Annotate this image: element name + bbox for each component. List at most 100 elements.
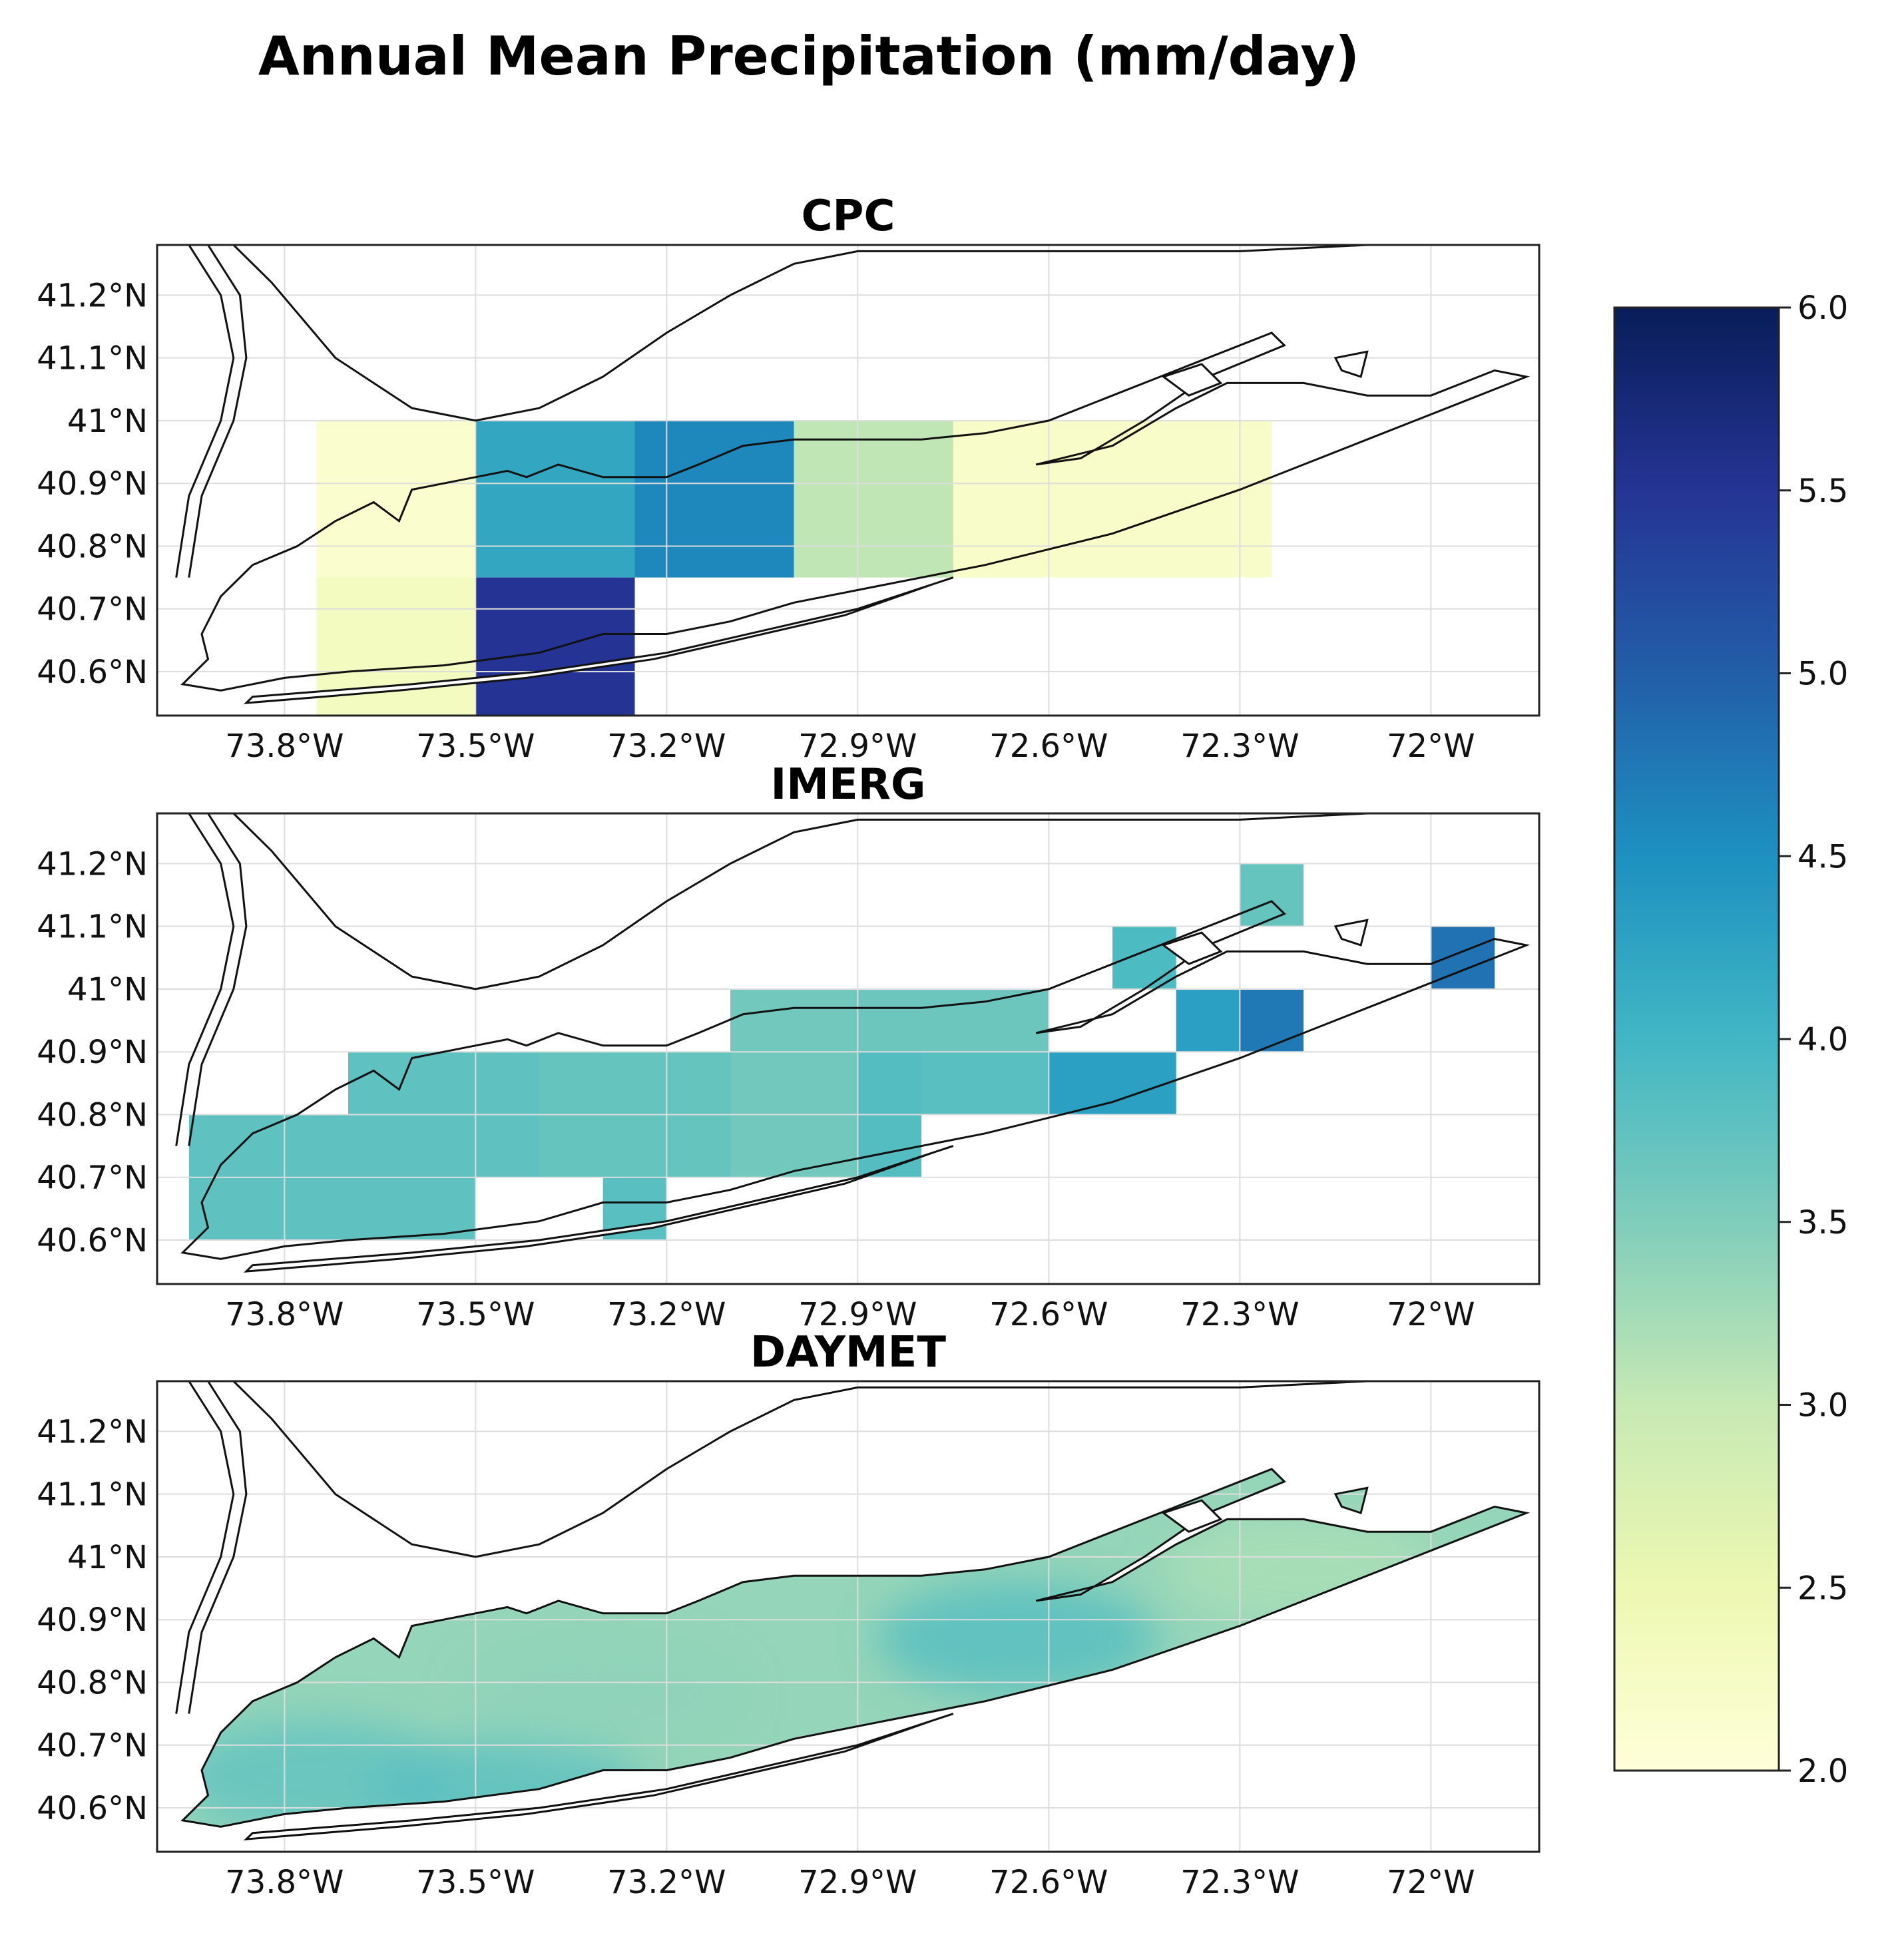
coastline-shelter-island <box>1161 363 1223 397</box>
grid-cell <box>730 988 858 1178</box>
panel-title: CPC <box>802 192 895 241</box>
coastline-shelter-island <box>1161 1499 1223 1533</box>
x-tick-label: 73.5°W <box>416 1864 535 1901</box>
y-tick-label: 41.1°N <box>37 340 148 377</box>
coastline-hudson-east <box>188 1381 248 1714</box>
coastline-barrier-island <box>243 576 954 704</box>
y-tick-label: 41.1°N <box>37 1476 148 1514</box>
y-tick-label: 40.9°N <box>37 465 148 503</box>
y-tick-label: 41°N <box>67 1539 148 1576</box>
grid-cell <box>634 420 794 578</box>
colorbar-gradient <box>1613 306 1780 1772</box>
x-tick-label: 73.2°W <box>607 1864 726 1901</box>
x-tick-label: 72°W <box>1387 1296 1475 1333</box>
grid-cell <box>1112 926 1176 989</box>
y-tick-label: 40.8°N <box>37 1664 148 1701</box>
y-tick-label: 41°N <box>67 403 148 440</box>
panel-imerg: IMERG 73.8°W 73.5°W 73.2°W 72.9°W 72.6°W 72.3°… <box>37 760 1541 1333</box>
coastline-barrier-island <box>243 1713 954 1840</box>
x-tick-label: 72.3°W <box>1180 1864 1299 1901</box>
panels: CPC 73.8°W 73.5°W 73.2°W 72.9°W 72.6°W 72.3°W 7… <box>37 192 1541 1901</box>
colorbar-tick-label: 3.5 <box>1797 1204 1848 1241</box>
x-tick-label: 72.6°W <box>989 1296 1108 1333</box>
y-tick-label: 40.9°N <box>37 1034 148 1071</box>
x-tick-label: 72°W <box>1387 728 1475 765</box>
grid-cell <box>1240 988 1304 1052</box>
y-tick-label: 41.2°N <box>37 845 148 883</box>
coastline-hudson-east <box>188 813 248 1146</box>
y-tick-label: 40.7°N <box>37 1160 148 1197</box>
x-tick-label: 72°W <box>1387 1864 1475 1901</box>
x-tick-label: 72.6°W <box>989 1864 1108 1901</box>
coastline-barrier-island <box>243 1145 954 1273</box>
coastline-long-island <box>180 1468 1531 1828</box>
grid-cell <box>794 420 953 578</box>
colorbar-tick-label: 3.0 <box>1797 1387 1848 1424</box>
x-tick-label: 73.2°W <box>607 1296 726 1333</box>
coastline-connecticut <box>232 1381 1463 1558</box>
grid-cell <box>1240 863 1304 927</box>
grid-cell <box>316 420 476 578</box>
x-tick-label: 73.2°W <box>607 728 726 765</box>
figure-title: Annual Mean Precipitation (mm/day) <box>258 25 1359 87</box>
panel-daymet: DAYMET 73.8°W 73.5°W 73.2°W 72.9°W 72.6°W 72.3… <box>37 1328 1541 1901</box>
grid-cell <box>921 1052 1049 1115</box>
panel-title: IMERG <box>770 760 925 809</box>
plot-frame <box>156 244 1541 717</box>
grid-cell <box>953 420 1272 578</box>
y-tick-label: 41°N <box>67 971 148 1008</box>
map-content <box>157 245 1539 716</box>
grid-cell <box>475 577 635 716</box>
x-tick-label: 73.8°W <box>225 728 344 765</box>
panel-cpc: CPC 73.8°W 73.5°W 73.2°W 72.9°W 72.6°W 72.3°W 7… <box>37 192 1541 765</box>
x-tick-label: 72.3°W <box>1180 728 1299 765</box>
grid-cell <box>857 988 1049 1052</box>
y-tick-label: 40.6°N <box>37 1790 148 1827</box>
x-tick-label: 72.3°W <box>1180 1296 1299 1333</box>
coastline-hudson-east <box>188 245 248 578</box>
panel-title: DAYMET <box>750 1328 946 1377</box>
x-tick-label: 72.9°W <box>798 728 917 765</box>
map-content <box>157 813 1539 1284</box>
coastline-gardiners-island <box>1333 350 1369 378</box>
grid-cell <box>475 420 635 578</box>
y-tick-label: 40.9°N <box>37 1602 148 1639</box>
colorbar-tick-label: 4.0 <box>1797 1021 1848 1058</box>
coastline-gardiners-island <box>1333 1486 1369 1514</box>
coastline-connecticut <box>232 245 1463 422</box>
y-tick-label: 40.6°N <box>37 1222 148 1259</box>
colorbar-tick-label: 5.5 <box>1797 473 1848 510</box>
coastline-hudson-west <box>175 1381 235 1714</box>
colorbar-tick-label: 2.0 <box>1797 1753 1848 1790</box>
coastline-gardiners-island <box>1333 919 1369 947</box>
y-tick-label: 40.7°N <box>37 1727 148 1765</box>
coastline-shelter-island <box>1161 931 1223 965</box>
y-tick-label: 41.2°N <box>37 1413 148 1450</box>
grid-cell <box>1049 1052 1176 1115</box>
x-tick-label: 73.8°W <box>225 1864 344 1901</box>
colorbar-tick-label: 2.5 <box>1797 1570 1848 1607</box>
colorbar-tick-label: 5.0 <box>1797 656 1848 693</box>
plot-frame <box>156 1380 1541 1853</box>
colorbar-tick-label: 4.5 <box>1797 838 1848 875</box>
x-tick-label: 73.5°W <box>416 728 535 765</box>
coastline-long-island <box>180 331 1531 692</box>
y-tick-label: 41.2°N <box>37 277 148 314</box>
colorbar-ticks: 2.0 2.5 3.0 3.5 4.0 4.5 5.0 5.5 6.0 <box>1779 290 1848 1790</box>
y-tick-label: 40.8°N <box>37 1096 148 1134</box>
y-tick-label: 40.8°N <box>37 528 148 565</box>
y-tick-label: 40.6°N <box>37 654 148 691</box>
coastline-long-island <box>180 900 1531 1260</box>
coastline-connecticut <box>232 813 1463 990</box>
x-tick-label: 73.5°W <box>416 1296 535 1333</box>
coastline-hudson-west <box>175 813 235 1146</box>
field-hotspot <box>877 1582 1157 1695</box>
field-hotspot <box>463 1638 743 1752</box>
x-tick-label: 72.6°W <box>989 728 1108 765</box>
colorbar-tick-label: 6.0 <box>1797 290 1848 327</box>
x-tick-label: 73.8°W <box>225 1296 344 1333</box>
x-tick-label: 72.9°W <box>798 1296 917 1333</box>
y-tick-label: 40.7°N <box>37 591 148 628</box>
plot-frame <box>156 812 1541 1285</box>
